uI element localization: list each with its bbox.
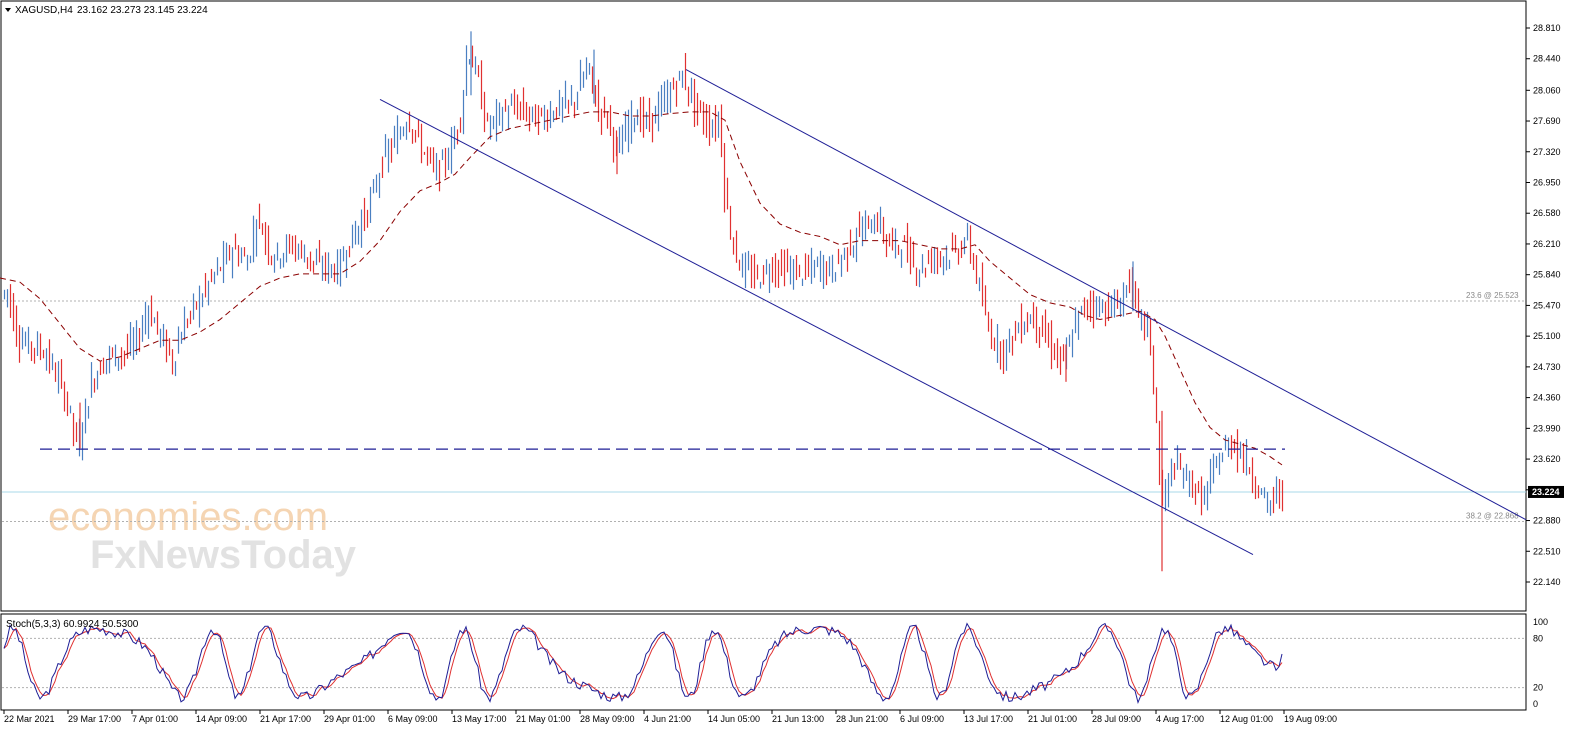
y-tick-label: 23.620 (1533, 454, 1561, 464)
moving-average-layer (0, 111, 1283, 466)
x-tick-label: 6 May 09:00 (388, 714, 438, 724)
y-tick-label: 27.690 (1533, 116, 1561, 126)
watermark-line2: FxNewsToday (90, 533, 357, 577)
price-tag-label: 23.224 (1532, 487, 1560, 497)
x-tick-label: 12 Aug 01:00 (1220, 714, 1273, 724)
x-tick-label: 21 May 01:00 (516, 714, 571, 724)
channel-lower-line (379, 98, 1254, 556)
price-axis: 28.810 28.440 28.060 27.690 27.320 26.950 26.5… (1526, 23, 1564, 587)
x-tick-label: 21 Jun 13:00 (772, 714, 824, 724)
x-tick-label: 7 Apr 01:00 (132, 714, 178, 724)
x-tick-label: 4 Jun 21:00 (644, 714, 691, 724)
stoch-axis-label: 0 (1533, 699, 1538, 709)
x-tick-label: 28 Jul 09:00 (1092, 714, 1141, 724)
drawing-objects-layer (40, 69, 1527, 556)
y-tick-label: 26.210 (1533, 239, 1561, 249)
x-tick-label: 14 Jun 05:00 (708, 714, 760, 724)
stoch-label: Stoch(5,3,3) 60.9924 50.5300 (6, 619, 139, 630)
y-tick-label: 27.320 (1533, 147, 1561, 157)
x-tick-label: 29 Mar 17:00 (68, 714, 121, 724)
y-tick-label: 23.990 (1533, 423, 1561, 433)
fib-level-label: 38.2 @ 22.868 (1466, 512, 1519, 521)
x-tick-label: 6 Jul 09:00 (900, 714, 944, 724)
x-tick-label: 13 Jul 17:00 (964, 714, 1013, 724)
main-pane-frame (0, 0, 1527, 612)
stochastic-layer: 100 80 20 0 (2, 617, 1548, 709)
y-tick-label: 25.100 (1533, 331, 1561, 341)
watermark-line1: economies.com (48, 495, 328, 539)
x-tick-label: 29 Apr 01:00 (324, 714, 375, 724)
ohlc-values: 23.162 23.273 23.145 23.224 (77, 5, 208, 16)
x-tick-label: 19 Aug 09:00 (1284, 714, 1337, 724)
y-tick-label: 25.470 (1533, 300, 1561, 310)
y-tick-label: 28.060 (1533, 85, 1561, 95)
moving-average-line (0, 111, 1283, 466)
y-tick-label: 22.510 (1533, 546, 1561, 556)
stoch-axis-label: 100 (1533, 617, 1548, 627)
stoch-axis-label: 20 (1533, 683, 1543, 693)
x-tick-label: 28 Jun 21:00 (836, 714, 888, 724)
x-tick-label: 4 Aug 17:00 (1156, 714, 1204, 724)
y-tick-label: 24.730 (1533, 362, 1561, 372)
x-tick-label: 28 May 09:00 (580, 714, 635, 724)
grid-layer: 23.6 @ 25.523 38.2 @ 22.868 (2, 291, 1526, 523)
y-tick-label: 28.810 (1533, 23, 1561, 33)
x-tick-label: 22 Mar 2021 (4, 714, 55, 724)
watermark: economies.com FxNewsToday (48, 495, 357, 577)
stoch-main-line (3, 622, 1283, 704)
y-tick-label: 26.580 (1533, 208, 1561, 218)
stoch-signal-line (3, 624, 1283, 700)
y-tick-label: 25.840 (1533, 270, 1561, 280)
y-tick-label: 22.140 (1533, 577, 1561, 587)
x-tick-label: 21 Jul 01:00 (1028, 714, 1077, 724)
symbol-label: XAGUSD,H4 (15, 5, 73, 16)
y-tick-label: 24.360 (1533, 393, 1561, 403)
x-tick-label: 21 Apr 17:00 (260, 714, 311, 724)
candles-layer (3, 31, 1284, 572)
chart-header: XAGUSD,H4 23.162 23.273 23.145 23.224 (5, 5, 208, 16)
x-tick-label: 13 May 17:00 (452, 714, 507, 724)
time-axis: 22 Mar 2021 29 Mar 17:00 7 Apr 01:00 14 Apr… (3, 710, 1337, 724)
dropdown-triangle-icon[interactable] (5, 8, 11, 12)
y-tick-label: 26.950 (1533, 177, 1561, 187)
price-tag (1528, 485, 1564, 498)
stoch-axis-label: 80 (1533, 633, 1543, 643)
channel-upper-line (685, 69, 1527, 521)
fib-level-label: 23.6 @ 25.523 (1466, 291, 1519, 300)
x-tick-label: 14 Apr 09:00 (196, 714, 247, 724)
y-tick-label: 28.440 (1533, 54, 1561, 64)
y-tick-label: 22.880 (1533, 516, 1561, 526)
